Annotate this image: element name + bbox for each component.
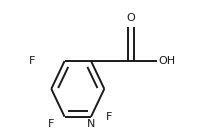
Text: F: F: [48, 119, 54, 129]
Text: N: N: [87, 119, 95, 129]
Text: F: F: [29, 56, 35, 66]
Text: O: O: [126, 13, 135, 23]
Text: F: F: [106, 112, 112, 122]
Text: OH: OH: [159, 56, 176, 66]
